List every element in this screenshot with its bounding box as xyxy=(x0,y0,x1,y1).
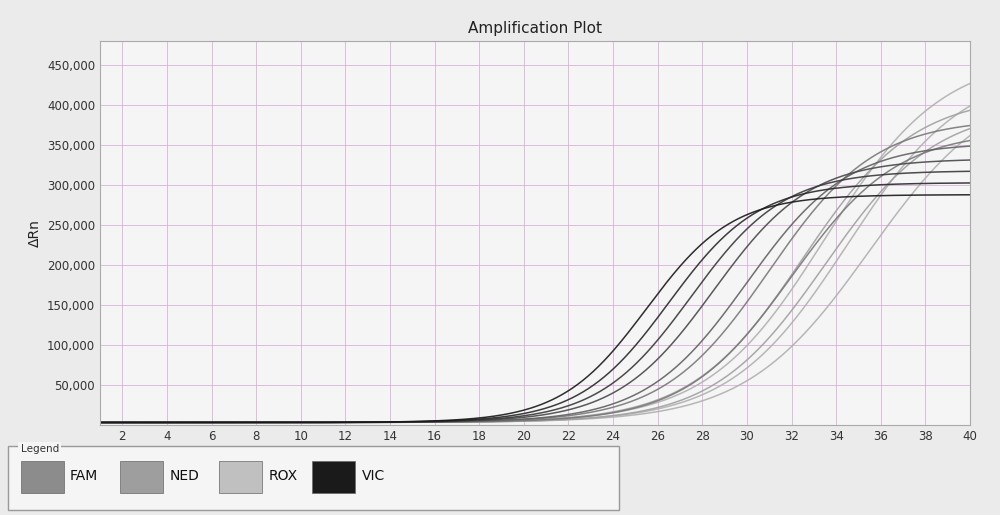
FancyBboxPatch shape xyxy=(120,460,163,493)
Text: Legend: Legend xyxy=(20,444,59,454)
Text: FAM: FAM xyxy=(70,469,98,483)
Text: NED: NED xyxy=(169,469,199,483)
Text: VIC: VIC xyxy=(362,469,385,483)
FancyBboxPatch shape xyxy=(20,460,64,493)
X-axis label: Cycle: Cycle xyxy=(516,448,554,462)
Y-axis label: ΔRn: ΔRn xyxy=(27,219,41,247)
FancyBboxPatch shape xyxy=(219,460,262,493)
Title: Amplification Plot: Amplification Plot xyxy=(468,21,602,36)
Text: ROX: ROX xyxy=(268,469,298,483)
FancyBboxPatch shape xyxy=(312,460,355,493)
FancyBboxPatch shape xyxy=(8,445,619,510)
